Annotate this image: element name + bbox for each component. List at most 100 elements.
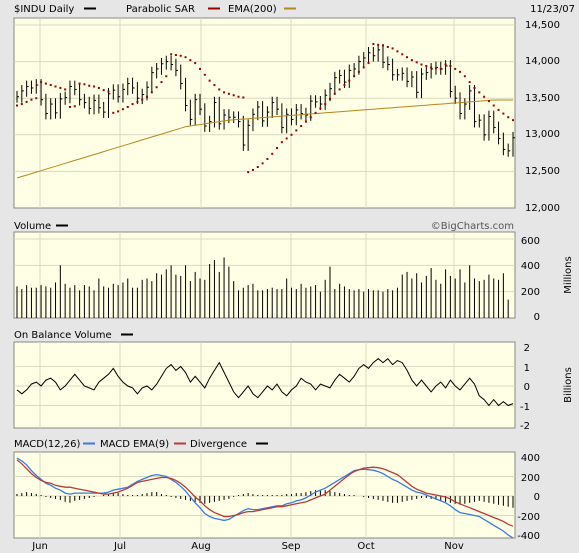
sar-dot xyxy=(285,137,288,140)
sar-dot xyxy=(391,47,394,50)
ema-label: EMA(200) xyxy=(228,4,277,15)
price-tick: 14,500 xyxy=(525,20,560,31)
ticker-label: $INDU Daily xyxy=(14,4,74,15)
obv-panel xyxy=(13,341,516,429)
sar-dot xyxy=(35,97,38,100)
sar-dot xyxy=(468,81,471,84)
month-label: Nov xyxy=(444,541,464,552)
sar-dot xyxy=(502,112,505,115)
sar-dot xyxy=(473,86,476,89)
sar-dot xyxy=(276,146,279,149)
sar-dot xyxy=(20,103,23,106)
sar-dot xyxy=(73,105,76,108)
volume-tick: 200 xyxy=(521,287,540,298)
sar-dot xyxy=(367,62,370,65)
sar-dot xyxy=(420,63,423,66)
sar-dot xyxy=(309,116,312,119)
sar-dot xyxy=(333,92,336,95)
sar-dot xyxy=(261,162,264,165)
sar-dot xyxy=(93,85,96,88)
macd-tick: -200 xyxy=(517,512,540,523)
sar-dot xyxy=(146,95,149,98)
sar-dot xyxy=(454,67,457,70)
month-label: Sep xyxy=(282,541,301,552)
sar-dot xyxy=(198,67,201,70)
month-label: Jul xyxy=(113,541,126,552)
sar-dot xyxy=(357,70,360,73)
sar-dot xyxy=(174,54,177,57)
divergence-title: Divergence xyxy=(190,439,247,450)
sar-dot xyxy=(242,96,245,99)
sar-dot xyxy=(25,100,28,103)
sar-dot xyxy=(256,166,259,169)
volume-unit: Millions xyxy=(563,256,574,293)
sar-dot xyxy=(121,108,124,111)
sar-dot xyxy=(54,85,57,88)
sar-dot xyxy=(386,45,389,48)
macd-tick: 400 xyxy=(521,453,540,464)
volume-axis: 600 400 200 0 xyxy=(521,236,540,323)
macd-title: MACD(12,26) xyxy=(14,439,81,450)
sar-dot xyxy=(353,75,356,78)
macd-ema-line xyxy=(16,459,514,527)
month-label: Jun xyxy=(31,541,48,552)
sar-dot xyxy=(247,171,250,174)
sar-dot xyxy=(280,141,283,144)
obv-unit: Billions xyxy=(563,367,574,403)
sar-dot xyxy=(406,56,409,59)
sar-dot xyxy=(102,89,105,92)
volume-tick: 400 xyxy=(521,261,540,272)
sar-dot xyxy=(117,110,120,113)
volume-tick: 0 xyxy=(534,312,540,323)
sar-dot xyxy=(362,66,365,69)
sar-dot xyxy=(478,91,481,94)
sar-dot xyxy=(136,100,139,103)
sar-dot xyxy=(213,84,216,87)
macd-ema-title: MACD EMA(9) xyxy=(100,439,169,450)
sar-dot xyxy=(507,116,510,119)
sar-dot xyxy=(131,103,134,106)
ema-layer xyxy=(16,99,513,179)
sar-dot xyxy=(401,53,404,56)
sar-dot xyxy=(107,90,110,93)
price-tick: 13,500 xyxy=(525,93,560,104)
sar-dot xyxy=(16,104,18,107)
sar-dot xyxy=(295,129,298,132)
sar-dot xyxy=(290,133,293,136)
sar-dot xyxy=(343,84,346,87)
sar-dot xyxy=(304,120,307,123)
month-label: Oct xyxy=(357,541,374,552)
sar-dot xyxy=(314,111,317,114)
sar-dot xyxy=(434,67,437,70)
sar-dot xyxy=(227,92,230,95)
sar-dot xyxy=(189,59,192,62)
obv-line xyxy=(16,357,514,407)
sar-dot xyxy=(396,50,399,53)
sar-dot xyxy=(372,43,375,46)
sar-dot xyxy=(155,86,158,89)
obv-tick: 1 xyxy=(524,363,530,374)
sar-dot xyxy=(237,95,240,98)
obv-title: On Balance Volume xyxy=(14,330,112,341)
sar-dot xyxy=(88,84,91,87)
sar-dot xyxy=(97,86,100,89)
price-tick: 13,000 xyxy=(525,129,560,140)
sar-dot xyxy=(463,75,466,78)
obv-layer xyxy=(16,357,514,407)
sar-dot xyxy=(266,157,269,160)
volume-bars xyxy=(16,257,509,318)
sar-label: Parabolic SAR xyxy=(126,4,195,15)
sar-dot xyxy=(44,82,47,85)
sar-dot xyxy=(329,97,332,100)
ema-line xyxy=(16,99,513,179)
sar-dot xyxy=(300,125,303,128)
sar-dot xyxy=(126,105,129,108)
obv-tick: 2 xyxy=(524,343,530,354)
obv-tick: -2 xyxy=(520,421,530,432)
sar-dot xyxy=(348,79,351,82)
sar-dot xyxy=(170,53,173,56)
sar-layer xyxy=(16,43,514,174)
sar-dot xyxy=(492,104,495,107)
month-label: Aug xyxy=(191,541,211,552)
